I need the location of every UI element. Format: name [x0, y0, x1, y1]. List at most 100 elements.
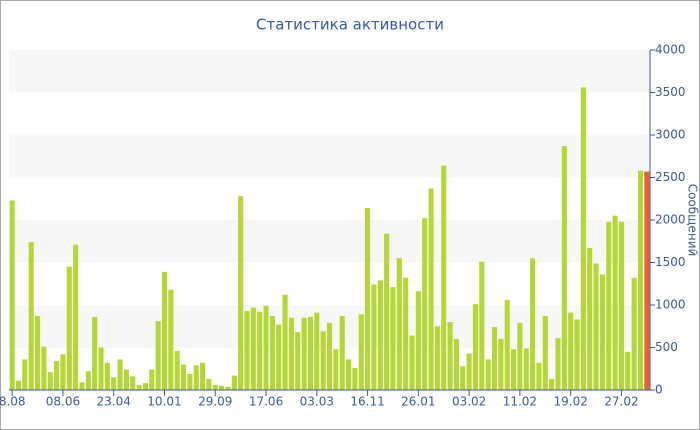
bar: [326, 322, 333, 390]
bar: [314, 312, 320, 390]
bar: [28, 242, 34, 390]
bar: [123, 369, 129, 390]
bar: [79, 382, 85, 390]
bar: [447, 322, 453, 390]
bar: [441, 165, 447, 390]
x-tick-label: 29.09: [198, 395, 232, 409]
bar: [282, 294, 288, 390]
bar: [466, 353, 472, 390]
bar: [212, 384, 218, 390]
x-tick-label: 27.02: [604, 395, 638, 409]
bar: [60, 354, 66, 390]
bar: [352, 367, 358, 390]
bar: [498, 339, 504, 390]
bar: [637, 170, 644, 390]
bar: [98, 347, 104, 390]
bar: [403, 277, 409, 390]
bar: [9, 200, 15, 390]
bar: [555, 338, 561, 390]
bar: [174, 350, 180, 390]
bar: [415, 291, 421, 390]
bar: [130, 376, 136, 390]
bar: [422, 218, 428, 390]
bar: [428, 188, 434, 390]
bar: [225, 386, 231, 390]
bar: [333, 349, 339, 390]
bar: [269, 316, 275, 390]
bar: [365, 208, 371, 390]
x-tick-label: 19.02: [553, 395, 587, 409]
bar: [460, 366, 466, 390]
grid-band: [9, 50, 650, 93]
bar: [117, 359, 123, 390]
bar: [491, 327, 498, 390]
plot-background: [9, 50, 650, 348]
bar: [180, 364, 187, 390]
bar: [111, 377, 117, 390]
y-tick-label: 1500: [655, 255, 686, 269]
bar: [504, 299, 510, 390]
x-tick-label: 10.01: [147, 395, 181, 409]
bar: [517, 322, 523, 390]
bar: [136, 384, 142, 390]
bar: [574, 319, 580, 390]
bar: [295, 332, 301, 390]
bar: [22, 359, 28, 390]
bar: [453, 339, 459, 390]
x-tick-label: 08.06: [46, 395, 80, 409]
bar: [276, 324, 282, 390]
bar: [542, 316, 548, 390]
chart-title: Статистика активности: [256, 16, 444, 34]
bar: [206, 378, 212, 390]
bar: [346, 359, 352, 390]
bar: [587, 248, 593, 390]
bar: [149, 369, 155, 390]
bar: [593, 263, 599, 390]
bar: [339, 316, 345, 390]
bar: [104, 362, 110, 390]
x-tick-label: 16.11: [350, 395, 384, 409]
bar: [536, 362, 542, 390]
bar: [561, 146, 567, 390]
bar: [644, 171, 650, 390]
grid-band: [9, 220, 650, 263]
bar: [511, 349, 517, 390]
bar: [250, 307, 256, 390]
y-axis-title: Сообщений: [686, 184, 700, 257]
bar: [612, 215, 618, 390]
bar: [193, 365, 199, 390]
bar: [85, 371, 91, 390]
y-tick-label: 1000: [655, 298, 686, 312]
bar: [472, 304, 479, 390]
x-tick-label: 03.03: [300, 395, 334, 409]
x-tick-label: 03.02: [452, 395, 486, 409]
bar: [371, 284, 377, 390]
bar: [568, 312, 574, 390]
x-tick-label: 26.01: [401, 395, 435, 409]
bar: [618, 221, 624, 390]
bar: [200, 362, 206, 390]
bar: [606, 221, 612, 390]
bar: [238, 196, 244, 390]
bar: [549, 378, 555, 390]
bar: [320, 331, 326, 390]
bar: [384, 233, 390, 390]
y-tick-label: 2500: [655, 170, 686, 184]
bar: [92, 316, 98, 390]
bar: [409, 335, 415, 390]
bar: [244, 310, 250, 390]
bar: [187, 373, 193, 390]
bar: [434, 326, 440, 390]
bar: [155, 321, 161, 390]
bar: [390, 287, 396, 390]
bar: [263, 305, 269, 390]
y-tick-label: 0: [655, 383, 663, 397]
bar: [47, 372, 53, 390]
x-tick-label: 11.02: [503, 395, 537, 409]
bar: [625, 351, 631, 390]
y-tick-label: 500: [655, 340, 678, 354]
bar: [142, 383, 148, 390]
bar: [396, 258, 402, 390]
bar: [161, 271, 168, 390]
